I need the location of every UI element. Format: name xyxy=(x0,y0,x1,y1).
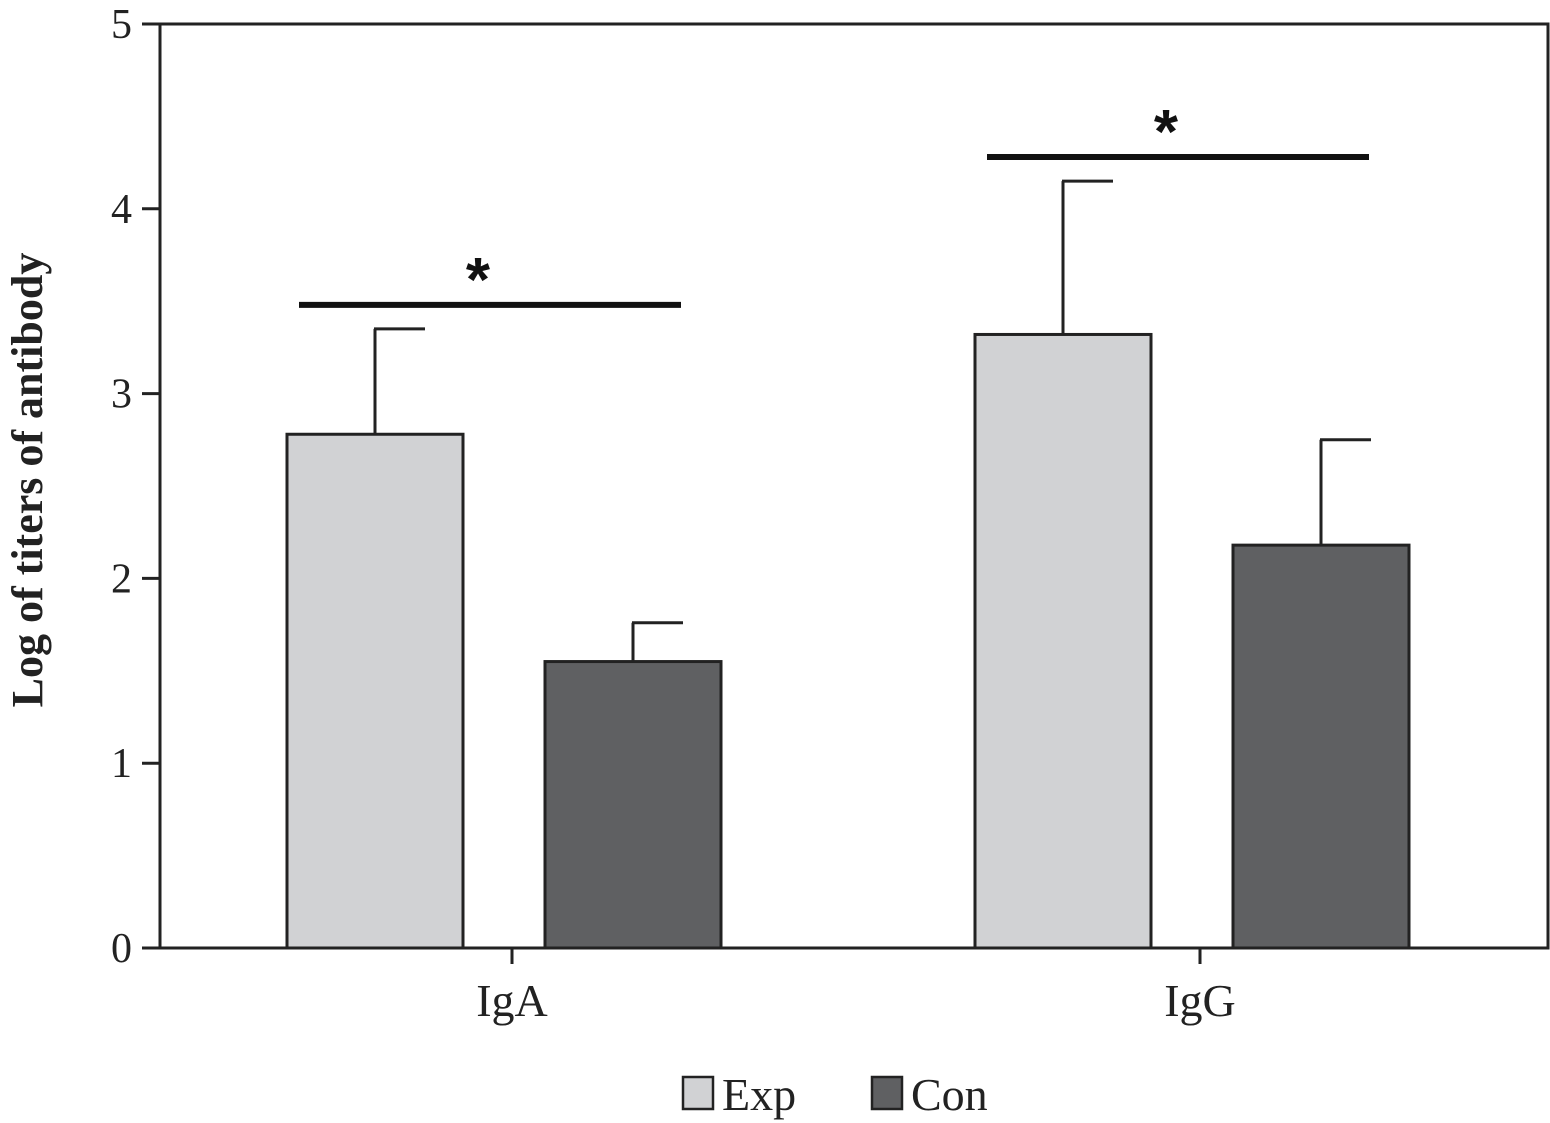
plot-frame xyxy=(158,22,1550,950)
bars-group xyxy=(285,332,1411,950)
x-tick-label-iga: IgA xyxy=(476,975,548,1026)
x-axis-ticks: IgA IgG xyxy=(476,948,1236,1026)
bar-exp-iga xyxy=(285,432,465,950)
error-bars-group xyxy=(373,179,1371,662)
bar-exp-igg xyxy=(973,332,1153,950)
bar-con-igg xyxy=(1231,543,1411,950)
y-tick-label: 0 xyxy=(111,926,132,972)
legend-label-con: Con xyxy=(911,1069,988,1120)
y-tick-label: 5 xyxy=(111,2,132,48)
y-tick-label: 4 xyxy=(111,187,132,233)
bar-con-iga xyxy=(543,660,723,950)
significance-group: ** xyxy=(299,98,1369,315)
y-tick-label: 3 xyxy=(111,372,132,418)
legend-swatch-exp xyxy=(681,1075,715,1111)
legend-swatch-con xyxy=(870,1075,904,1111)
y-axis-ticks: 0 1 2 3 4 5 xyxy=(111,2,160,972)
significance-star-iga: * xyxy=(466,246,491,315)
y-axis-label: Log of titers of antibody xyxy=(3,253,52,708)
x-tick-label-igg: IgG xyxy=(1164,975,1236,1026)
significance-star-igg: * xyxy=(1154,98,1179,167)
y-tick-label: 2 xyxy=(111,556,132,602)
y-tick-label: 1 xyxy=(111,741,132,787)
legend-label-exp: Exp xyxy=(722,1069,796,1120)
legend: Exp Con xyxy=(681,1069,988,1120)
